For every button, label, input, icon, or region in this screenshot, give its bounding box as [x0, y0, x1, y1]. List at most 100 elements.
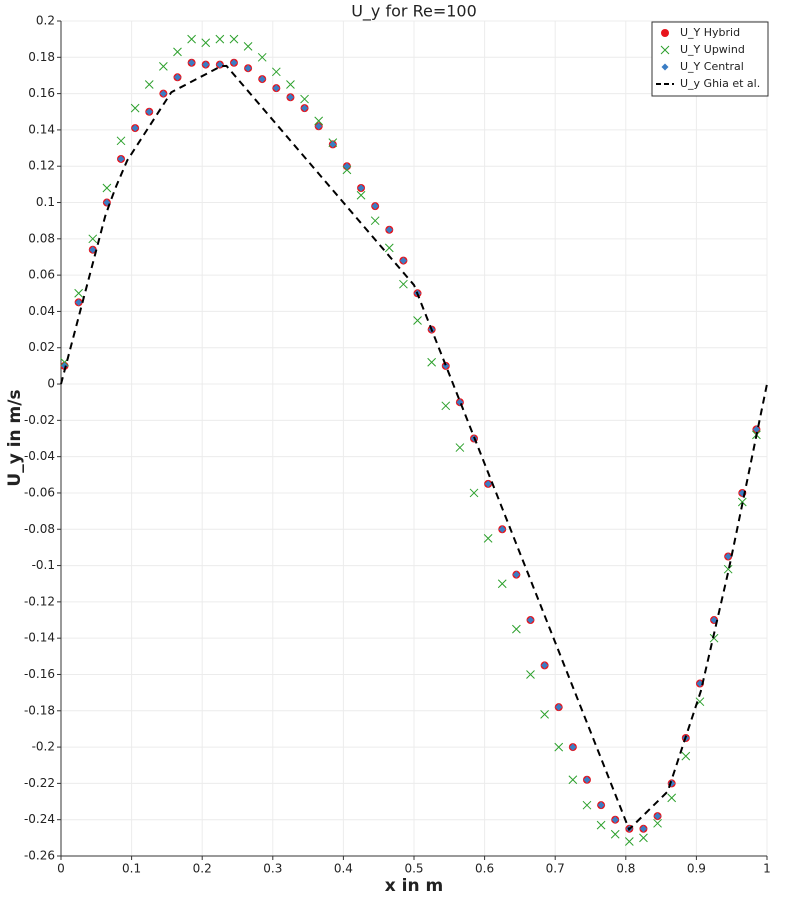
legend-label: U_y Ghia et al. — [680, 77, 760, 90]
x-tick-label: 0.1 — [122, 862, 141, 876]
point — [131, 124, 139, 132]
x-tick-label: 0.7 — [546, 862, 565, 876]
point — [639, 833, 648, 843]
point — [216, 61, 224, 69]
point — [343, 162, 351, 170]
point — [357, 184, 365, 192]
point — [385, 226, 393, 234]
point — [173, 47, 182, 57]
point — [582, 800, 592, 810]
point — [202, 61, 210, 69]
point — [413, 316, 422, 325]
point — [271, 67, 281, 77]
point — [483, 533, 493, 543]
y-tick-label: -0.18 — [24, 703, 55, 717]
x-tick-label: 0.3 — [263, 862, 282, 876]
point — [300, 94, 309, 104]
chart-title: U_y for Re=100 — [351, 2, 477, 22]
point — [329, 140, 337, 148]
y-axis-label: U_y in m/s — [5, 389, 25, 486]
point — [74, 288, 84, 298]
point — [116, 136, 126, 146]
point — [102, 183, 112, 193]
point — [654, 812, 662, 820]
point — [469, 488, 479, 498]
point — [173, 73, 181, 81]
y-tick-label: -0.02 — [24, 413, 55, 427]
point — [583, 776, 591, 784]
point — [230, 59, 238, 67]
point — [257, 52, 267, 62]
point — [88, 234, 98, 244]
point — [723, 564, 733, 574]
point — [159, 90, 167, 98]
y-tick-label: -0.26 — [24, 849, 55, 863]
point — [441, 401, 451, 411]
point — [89, 246, 97, 254]
x-tick-label: 0.2 — [193, 862, 212, 876]
y-tick-label: -0.2 — [32, 740, 55, 754]
x-tick-label: 0.6 — [475, 862, 494, 876]
point — [681, 751, 691, 761]
point — [596, 820, 606, 830]
y-tick-label: 0.02 — [28, 340, 55, 354]
point — [145, 108, 153, 116]
y-tick-label: 0.16 — [28, 86, 55, 100]
point — [75, 298, 83, 306]
point — [188, 59, 196, 67]
y-tick-label: -0.04 — [24, 449, 55, 463]
point — [244, 64, 252, 72]
point — [667, 793, 677, 803]
point — [215, 34, 225, 44]
point — [737, 497, 747, 507]
point — [653, 818, 662, 828]
point — [159, 62, 168, 71]
x-tick-label: 1 — [763, 862, 771, 876]
legend-swatch — [660, 45, 670, 55]
point — [484, 480, 492, 488]
y-tick-label: 0.04 — [28, 304, 55, 318]
point — [258, 75, 266, 83]
y-tick-label: 0.06 — [28, 268, 55, 282]
y-tick-label: -0.1 — [32, 558, 55, 572]
point — [442, 362, 450, 370]
point — [526, 616, 534, 624]
point — [384, 243, 394, 253]
point — [243, 42, 253, 51]
legend-label: U_Y Hybrid — [680, 26, 740, 39]
ghia-line — [60, 64, 768, 832]
y-tick-label: 0.08 — [28, 231, 55, 245]
y-tick-label: -0.16 — [24, 667, 55, 681]
point — [371, 202, 379, 210]
point — [455, 443, 465, 452]
point — [187, 34, 196, 44]
point — [286, 80, 295, 89]
point — [569, 743, 577, 751]
point — [597, 801, 605, 809]
point — [314, 116, 324, 126]
y-tick-label: 0.2 — [36, 14, 55, 28]
y-tick-label: 0.14 — [28, 122, 55, 136]
point — [117, 155, 125, 163]
legend-swatch — [661, 63, 669, 71]
point — [709, 633, 719, 643]
point — [498, 525, 506, 533]
point — [624, 837, 634, 846]
y-tick-label: -0.12 — [24, 594, 55, 608]
point — [286, 93, 294, 101]
point — [540, 710, 549, 719]
y-tick-label: -0.08 — [24, 522, 55, 536]
point — [526, 670, 535, 679]
point — [356, 190, 366, 200]
point — [399, 279, 408, 289]
point — [639, 825, 647, 833]
point — [568, 775, 578, 785]
y-tick-label: -0.14 — [24, 631, 55, 645]
x-tick-label: 0.8 — [616, 862, 635, 876]
y-tick-label: 0 — [47, 377, 55, 391]
point — [497, 579, 507, 589]
point — [724, 552, 732, 560]
point — [512, 571, 520, 579]
